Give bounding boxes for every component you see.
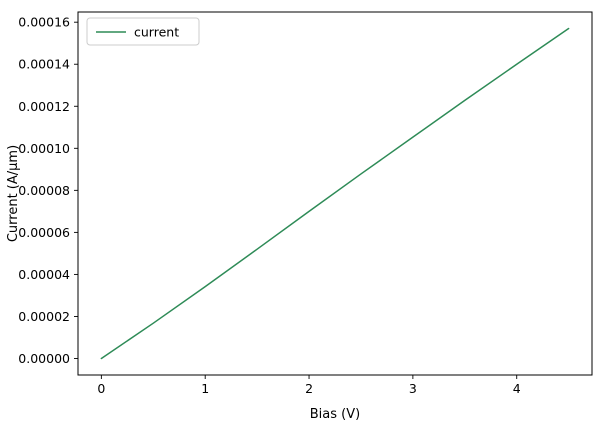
y-tick-label: 0.00010 [18, 141, 70, 156]
legend-box [86, 17, 200, 46]
series-line-current [100, 27, 570, 360]
legend-entry-label: current [134, 25, 179, 40]
y-tick-label: 0.00014 [18, 57, 70, 72]
y-tick-label: 0.00000 [18, 351, 70, 366]
y-tick-label: 0.00008 [18, 183, 70, 198]
y-axis-label: Current (A/μm) [6, 145, 21, 242]
x-tick-label: 1 [201, 381, 209, 396]
x-axis-label: Bias (V) [310, 407, 360, 422]
y-tick-label: 0.00006 [18, 225, 70, 240]
x-tick-label: 2 [305, 381, 313, 396]
legend: current [86, 17, 200, 46]
y-tick-label: 0.00012 [18, 99, 70, 114]
y-tick-label: 0.00016 [18, 15, 70, 30]
x-tick-label: 0 [97, 381, 105, 396]
x-tick-label: 4 [513, 381, 521, 396]
y-tick-label: 0.00004 [18, 267, 70, 282]
axes-frame [77, 11, 593, 376]
y-tick-label: 0.00002 [18, 309, 70, 324]
x-tick-label: 3 [409, 381, 417, 396]
